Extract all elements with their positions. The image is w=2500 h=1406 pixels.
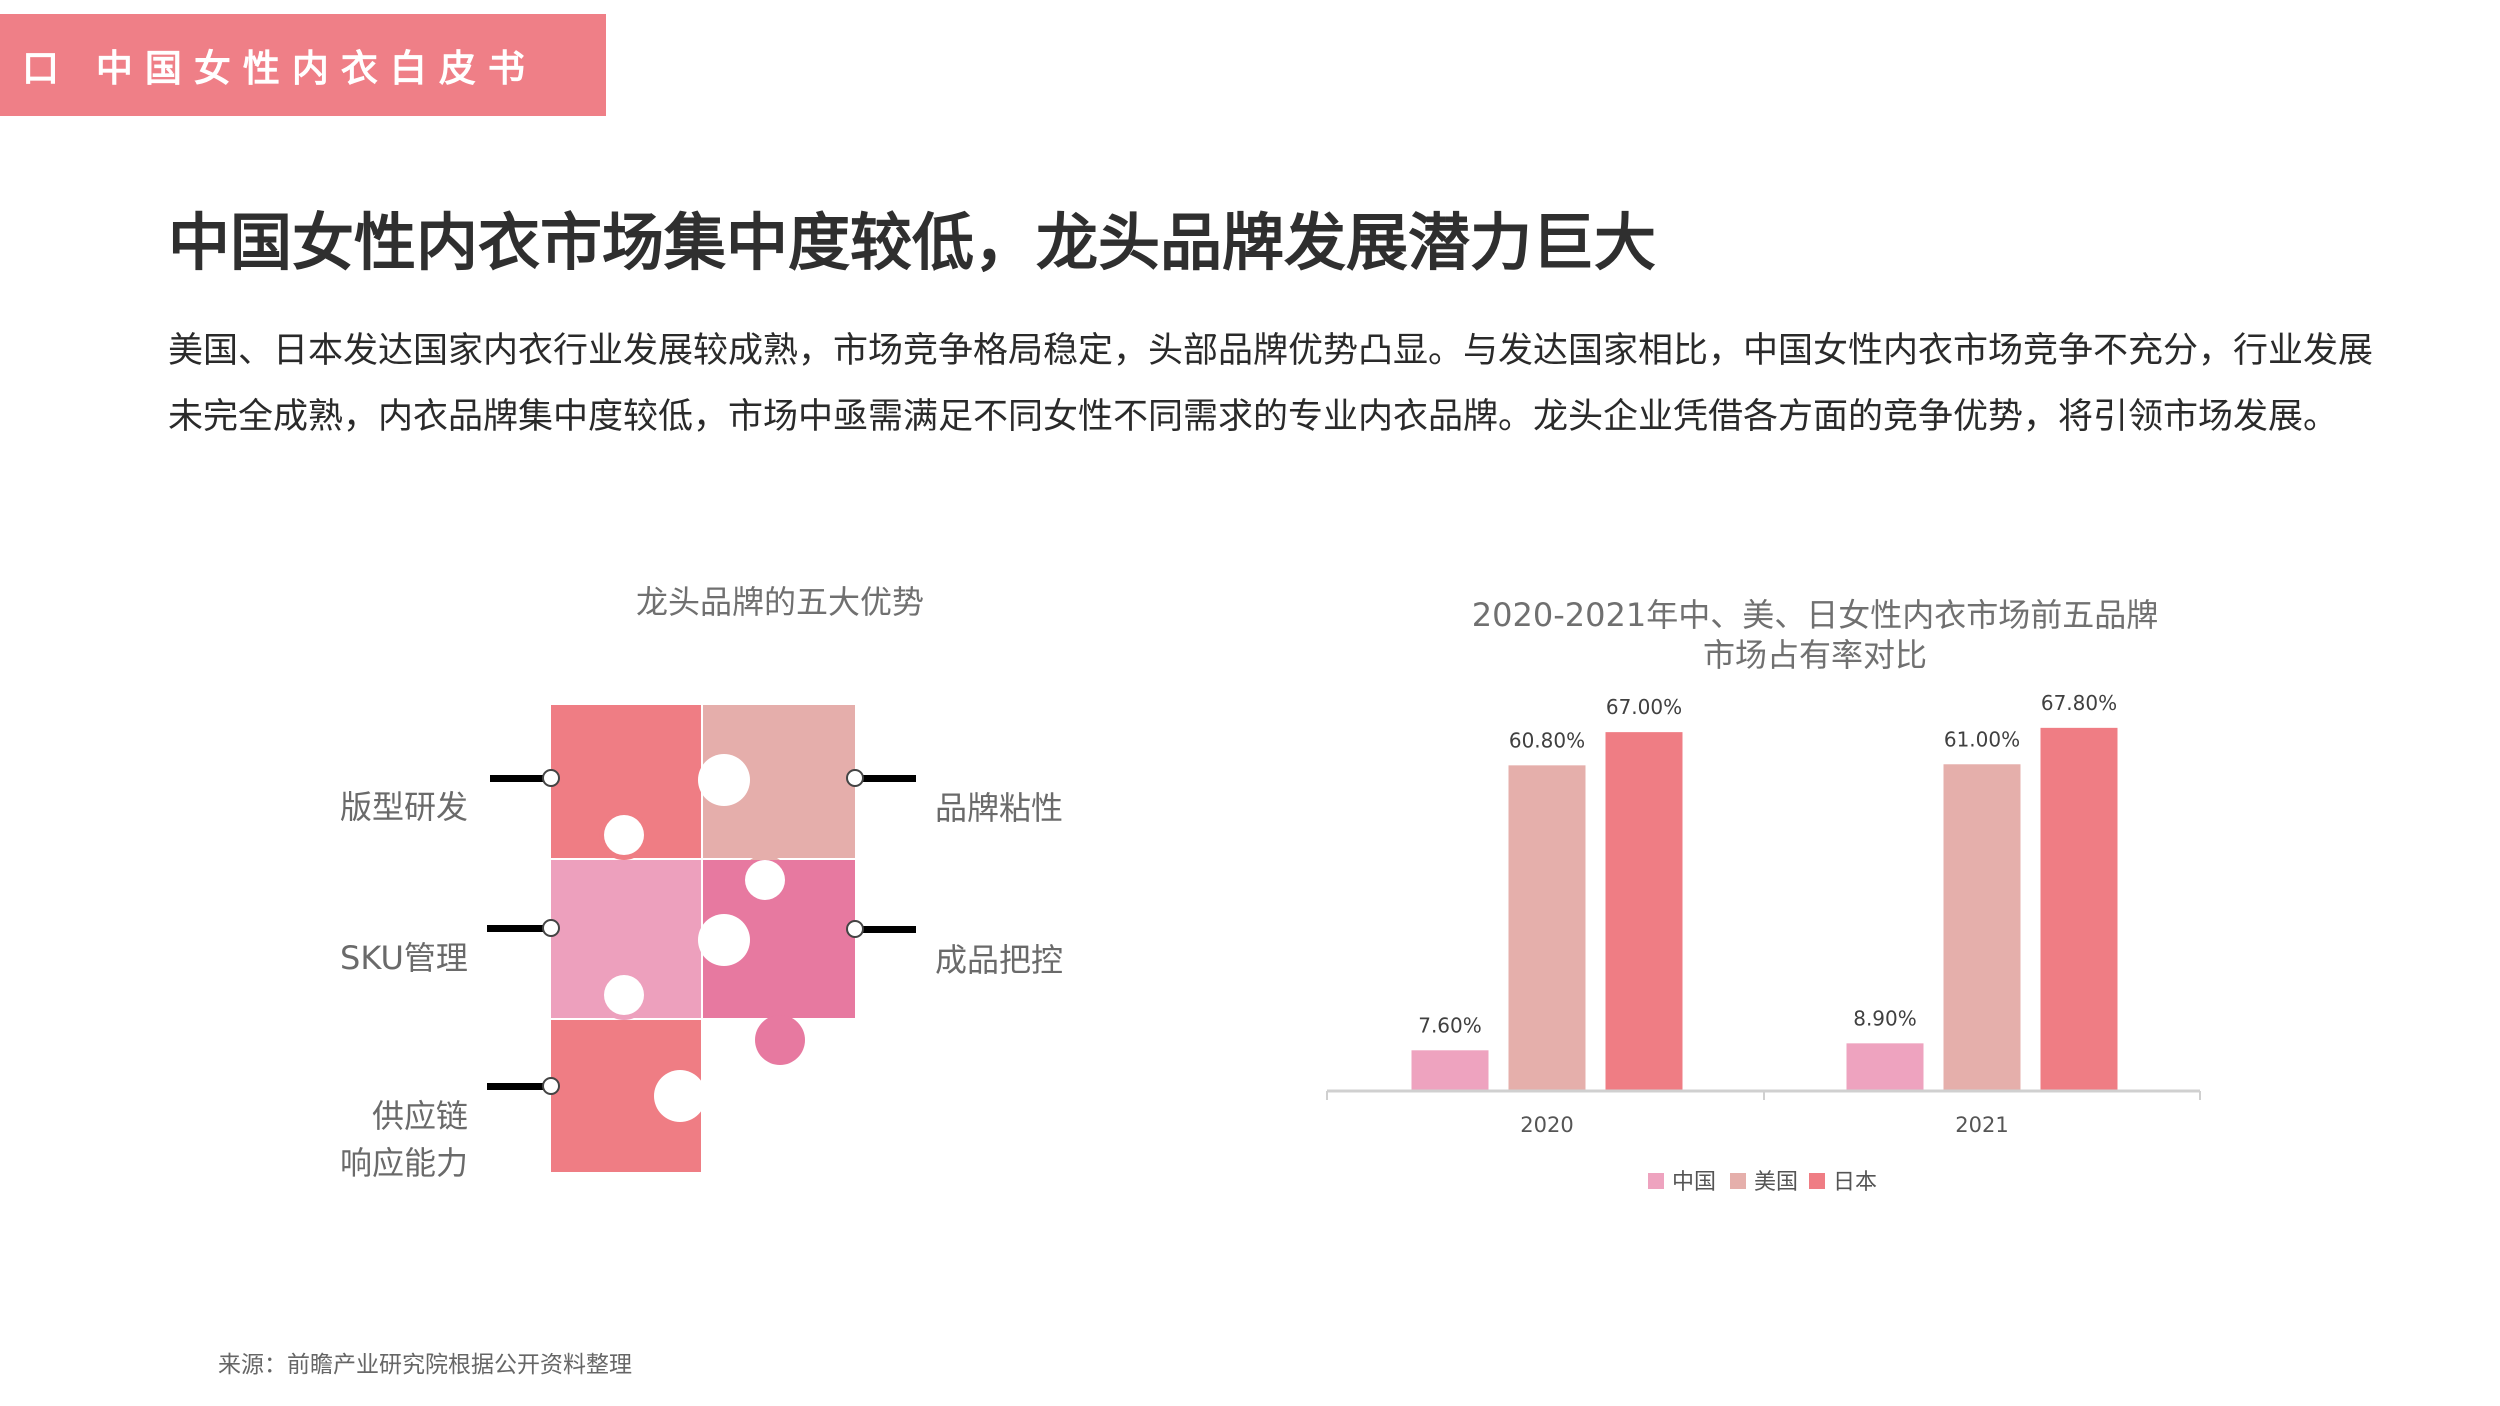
header-tab: 口 中国女性内衣白皮书: [0, 14, 606, 116]
label-responsiveness: 响应能力: [340, 1144, 469, 1182]
bar-日本-2021: [2040, 727, 2118, 1091]
legend-label-中国: 中国: [1672, 1170, 1716, 1195]
legend-label-美国: 美国: [1754, 1170, 1798, 1195]
data-label-日本-2020: 67.00%: [1606, 695, 1682, 719]
bar-美国-2020: [1508, 765, 1586, 1091]
data-label-日本-2021: 67.80%: [2041, 691, 2117, 715]
x-tick-label-2021: 2021: [1955, 1113, 2008, 1137]
intro-paragraph: 美国、日本发达国家内衣行业发展较成熟，市场竞争格局稳定，头部品牌优势凸显。与发达…: [168, 331, 2374, 437]
page-title: 中国女性内衣市场集中度较低，龙头品牌发展潜力巨大: [168, 206, 1657, 279]
legend-swatch-日本: [1809, 1173, 1825, 1189]
label-supply-chain: 供应链: [372, 1097, 469, 1135]
chart-title-line1: 2020-2021年中、美、日女性内衣市场前五品牌: [1471, 596, 2159, 634]
data-label-美国-2020: 60.80%: [1509, 728, 1585, 752]
data-label-美国-2021: 61.00%: [1944, 727, 2020, 751]
puzzle-title: 龙头品牌的五大优势: [635, 583, 924, 621]
bar-美国-2021: [1943, 764, 2021, 1091]
label-pattern-rd: 版型研发: [340, 788, 469, 826]
legend-label-日本: 日本: [1833, 1170, 1877, 1195]
chart-title: 2020-2021年中、美、日女性内衣市场前五品牌 市场占有率对比: [1400, 595, 2230, 675]
source-note: 来源：前瞻产业研究院根据公开资料整理: [218, 1352, 632, 1378]
chart-title-line2: 市场占有率对比: [1702, 636, 1927, 674]
label-quality-control: 成品把控: [935, 941, 1064, 979]
label-brand-loyalty: 品牌粘性: [935, 789, 1064, 827]
legend-swatch-美国: [1730, 1173, 1746, 1189]
bar-中国-2021: [1846, 1043, 1924, 1091]
bar-中国-2020: [1411, 1050, 1489, 1091]
data-label-中国-2020: 7.60%: [1418, 1013, 1482, 1037]
legend-swatch-中国: [1648, 1173, 1664, 1189]
label-sku-management: SKU管理: [340, 939, 468, 977]
bar-日本-2020: [1605, 732, 1683, 1091]
x-tick-label-2020: 2020: [1520, 1113, 1573, 1137]
data-label-中国-2021: 8.90%: [1853, 1006, 1917, 1030]
